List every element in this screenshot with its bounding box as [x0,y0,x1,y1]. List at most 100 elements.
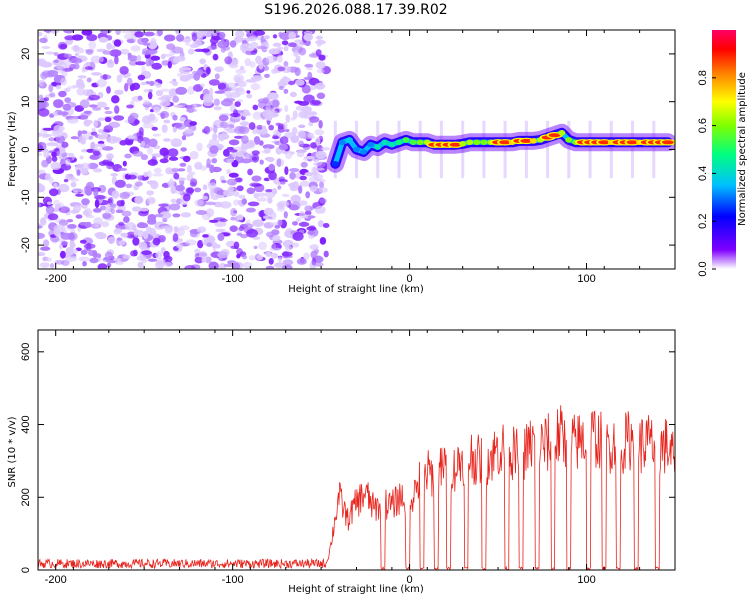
noise-blob [135,61,146,66]
noise-blob [150,37,157,45]
noise-blob [272,34,278,39]
noise-blob [45,51,56,55]
noise-blob [205,256,212,264]
noise-blob [238,194,246,199]
noise-blob [51,155,58,162]
noise-blob [124,82,129,92]
noise-blob [306,226,317,231]
noise-blob [113,258,122,262]
noise-blob [235,68,247,74]
noise-blob [235,30,245,38]
noise-blob [317,220,324,228]
noise-blob [89,104,98,108]
noise-blob [181,135,187,141]
noise-blob [218,262,227,269]
noise-blob [211,158,218,164]
noise-blob [304,156,316,160]
noise-blob [272,42,282,47]
noise-blob [107,198,113,204]
noise-blob [180,147,187,152]
noise-blob [253,245,258,250]
noise-blob [225,82,237,89]
noise-blob [279,32,292,41]
snr-ticks: -200 -100 0 100 0 200 400 600 [20,330,676,586]
noise-blob [96,78,107,88]
noise-blob [54,230,62,237]
noise-blob [137,95,143,101]
noise-blob [38,94,44,100]
noise-blob [209,164,215,174]
noise-blob [86,77,92,83]
noise-blob [313,262,324,267]
noise-blob [137,74,146,81]
noise-blob [132,237,140,246]
noise-blob [205,66,211,75]
noise-blob [39,262,50,268]
noise-blob [92,208,102,213]
noise-blob [140,154,148,161]
noise-blob [62,103,72,111]
spectrogram-ytick-label: 10 [20,96,32,108]
noise-blob [55,69,66,73]
noise-blob [228,63,239,69]
noise-blob [258,241,267,251]
noise-blob [120,232,129,237]
noise-blob [102,74,108,80]
spectrogram-ytick-label: -20 [20,237,32,253]
noise-blob [57,111,69,116]
noise-blob [120,48,130,55]
noise-blob [270,252,279,259]
noise-blob [141,250,152,255]
noise-blob [252,104,259,111]
colorbar: 0.0 0.2 0.4 0.6 0.8 Normalized spectral ampl… [697,30,748,277]
noise-blob [226,94,233,99]
noise-blob [113,39,122,47]
noise-blob [315,137,321,146]
snr-ytick-label: 0 [20,567,32,573]
noise-blob [225,240,237,248]
noise-blob [92,168,103,173]
spectrogram-ytick-label: 20 [20,48,32,60]
spectrogram-xtick-label: -200 [45,273,67,285]
noise-blob [189,150,199,160]
track-point [409,139,417,146]
noise-blob [97,117,105,121]
noise-blob [219,32,226,39]
noise-blob [296,217,301,222]
noise-blob [160,225,172,229]
noise-blob [80,130,88,135]
noise-blob [212,133,218,141]
noise-blob [78,256,90,262]
noise-blob [60,232,72,240]
noise-blob [230,216,236,221]
noise-blob [126,77,133,87]
noise-blob [194,257,204,264]
noise-blob [298,200,308,206]
noise-blob [49,176,54,184]
noise-blob [59,43,68,50]
noise-blob [180,212,192,218]
noise-blob [40,246,51,251]
noise-blob [295,40,304,48]
noise-blob [184,38,191,46]
noise-blob [88,135,93,140]
noise-blob [161,124,168,133]
noise-blob [263,207,274,216]
noise-blob [143,100,151,105]
noise-blob [115,260,124,265]
noise-blob [215,167,221,171]
noise-blob [38,82,44,87]
noise-blob [137,261,144,269]
noise-blob [63,30,74,34]
colorbar-label: Normalized spectral amplitude [737,72,748,226]
noise-blob [218,114,229,122]
noise-blob [278,85,284,91]
noise-blob [69,242,76,249]
noise-blob [309,244,319,251]
noise-blob [66,219,74,223]
noise-blob [102,212,112,219]
noise-blob [290,194,301,203]
noise-blob [182,155,191,163]
noise-blob [228,139,240,146]
